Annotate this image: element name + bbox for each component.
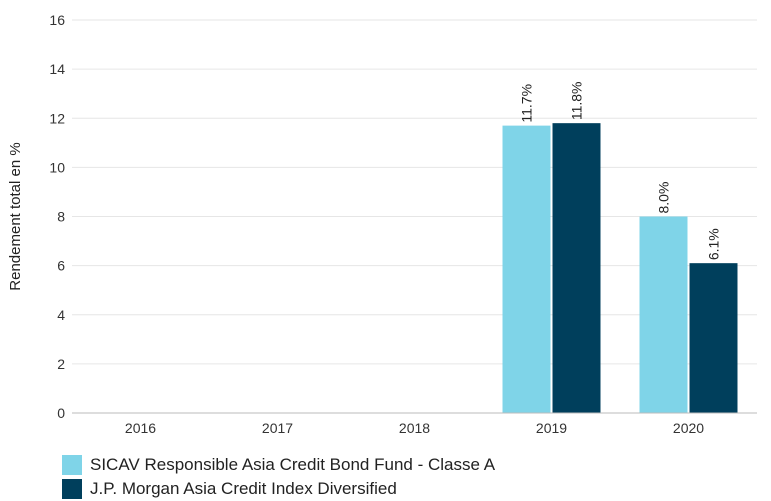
- legend-label-index: J.P. Morgan Asia Credit Index Diversifie…: [90, 479, 397, 498]
- y-tick-label: 16: [49, 12, 65, 28]
- bars: [502, 123, 738, 414]
- y-axis-ticks: 0 2 4 6 8 10 12 14 16: [49, 12, 65, 421]
- x-axis-ticks: 2016 2017 2018 2019 2020: [125, 420, 704, 436]
- y-tick-label: 0: [57, 405, 65, 421]
- data-label: 6.1%: [706, 228, 722, 260]
- y-tick-label: 12: [49, 110, 65, 126]
- data-label: 8.0%: [656, 182, 672, 214]
- data-label: 11.8%: [569, 81, 585, 120]
- y-axis-label: Rendement total en %: [7, 142, 24, 290]
- y-tick-label: 6: [57, 258, 65, 274]
- x-tick-label: 2019: [536, 420, 567, 436]
- bar: [502, 125, 551, 414]
- data-labels: 11.7% 11.8% 8.0% 6.1%: [519, 81, 722, 260]
- x-tick-label: 2016: [125, 420, 156, 436]
- y-tick-label: 14: [49, 61, 65, 77]
- legend-swatch-index: [62, 479, 82, 499]
- x-tick-label: 2020: [673, 420, 704, 436]
- legend-label-fund: SICAV Responsible Asia Credit Bond Fund …: [90, 455, 496, 474]
- x-tick-label: 2018: [399, 420, 430, 436]
- bar: [689, 263, 738, 413]
- legend-item-index: J.P. Morgan Asia Credit Index Diversifie…: [62, 477, 495, 501]
- y-tick-label: 4: [57, 307, 65, 323]
- legend: SICAV Responsible Asia Credit Bond Fund …: [62, 453, 495, 501]
- x-tick-label: 2017: [262, 420, 293, 436]
- bar-chart: 0 2 4 6 8 10 12 14 16 2016 2017 2018 2019 2020 11.7%…: [7, 12, 757, 436]
- gridlines: [72, 19, 757, 365]
- legend-item-fund: SICAV Responsible Asia Credit Bond Fund …: [62, 453, 495, 477]
- y-tick-label: 8: [57, 209, 65, 225]
- bar: [552, 123, 601, 413]
- y-tick-label: 2: [57, 356, 65, 372]
- legend-swatch-fund: [62, 455, 82, 475]
- bar: [639, 216, 688, 413]
- y-tick-label: 10: [49, 159, 65, 175]
- data-label: 11.7%: [519, 84, 535, 123]
